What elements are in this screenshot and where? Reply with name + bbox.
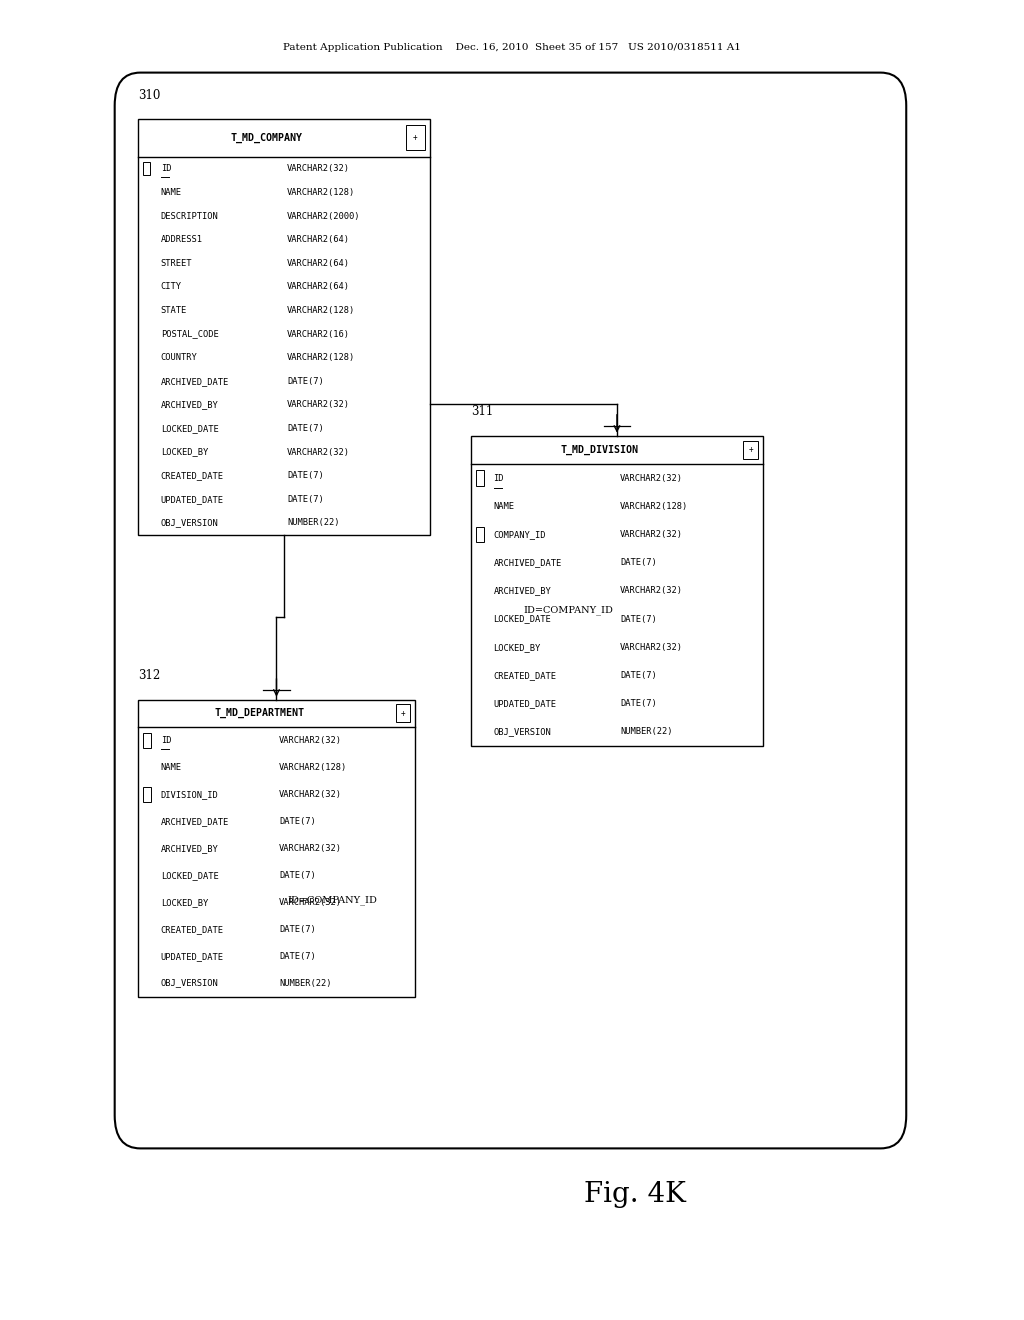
Text: DATE(7): DATE(7): [620, 700, 656, 708]
Text: UPDATED_DATE: UPDATED_DATE: [161, 952, 224, 961]
Text: T_MD_DIVISION: T_MD_DIVISION: [560, 445, 638, 455]
Text: DATE(7): DATE(7): [287, 471, 324, 480]
Text: OBJ_VERSION: OBJ_VERSION: [494, 727, 551, 737]
Text: UPDATED_DATE: UPDATED_DATE: [494, 700, 557, 708]
Text: VARCHAR2(64): VARCHAR2(64): [287, 259, 350, 268]
Text: NUMBER(22): NUMBER(22): [287, 519, 340, 527]
Text: ARCHIVED_BY: ARCHIVED_BY: [161, 400, 218, 409]
Text: DATE(7): DATE(7): [287, 495, 324, 504]
Text: LOCKED_DATE: LOCKED_DATE: [494, 615, 551, 623]
Text: UPDATED_DATE: UPDATED_DATE: [161, 495, 224, 504]
Text: 310: 310: [138, 88, 161, 102]
Text: LOCKED_DATE: LOCKED_DATE: [161, 424, 218, 433]
Text: VARCHAR2(32): VARCHAR2(32): [287, 165, 350, 173]
Text: VARCHAR2(32): VARCHAR2(32): [287, 400, 350, 409]
Bar: [143, 733, 151, 748]
Bar: [406, 125, 425, 150]
Bar: [143, 787, 151, 801]
Text: Fig. 4K: Fig. 4K: [584, 1181, 686, 1208]
Text: DATE(7): DATE(7): [280, 871, 316, 879]
Text: VARCHAR2(2000): VARCHAR2(2000): [287, 211, 360, 220]
Text: ID: ID: [161, 737, 171, 744]
Text: ID: ID: [161, 165, 171, 173]
Text: OBJ_VERSION: OBJ_VERSION: [161, 978, 218, 987]
Text: ADDRESS1: ADDRESS1: [161, 235, 203, 244]
Text: NAME: NAME: [161, 187, 182, 197]
Text: ARCHIVED_DATE: ARCHIVED_DATE: [494, 558, 562, 568]
Text: DATE(7): DATE(7): [280, 925, 316, 933]
Text: VARCHAR2(16): VARCHAR2(16): [287, 330, 350, 338]
Text: DATE(7): DATE(7): [620, 615, 656, 623]
Text: DATE(7): DATE(7): [620, 558, 656, 568]
Text: OBJ_VERSION: OBJ_VERSION: [161, 519, 218, 527]
Text: VARCHAR2(32): VARCHAR2(32): [280, 789, 342, 799]
Text: T_MD_COMPANY: T_MD_COMPANY: [230, 133, 303, 143]
Text: VARCHAR2(128): VARCHAR2(128): [287, 354, 355, 362]
Text: DESCRIPTION: DESCRIPTION: [161, 211, 218, 220]
Text: VARCHAR2(32): VARCHAR2(32): [280, 898, 342, 907]
Text: COUNTRY: COUNTRY: [161, 354, 198, 362]
Text: NUMBER(22): NUMBER(22): [280, 978, 332, 987]
Bar: [396, 705, 410, 722]
Text: VARCHAR2(128): VARCHAR2(128): [287, 187, 355, 197]
Text: Patent Application Publication    Dec. 16, 2010  Sheet 35 of 157   US 2010/03185: Patent Application Publication Dec. 16, …: [283, 44, 741, 51]
Text: ARCHIVED_BY: ARCHIVED_BY: [161, 843, 218, 853]
Bar: [476, 527, 484, 543]
Text: ARCHIVED_BY: ARCHIVED_BY: [494, 586, 551, 595]
Text: VARCHAR2(32): VARCHAR2(32): [620, 586, 683, 595]
Text: LOCKED_DATE: LOCKED_DATE: [161, 871, 218, 879]
Text: STATE: STATE: [161, 306, 187, 315]
Bar: [471, 436, 763, 746]
Text: STREET: STREET: [161, 259, 193, 268]
Text: VARCHAR2(32): VARCHAR2(32): [620, 643, 683, 652]
Text: VARCHAR2(128): VARCHAR2(128): [280, 763, 347, 772]
Text: NAME: NAME: [161, 763, 182, 772]
Bar: [743, 441, 758, 459]
Text: DATE(7): DATE(7): [280, 952, 316, 961]
Text: VARCHAR2(32): VARCHAR2(32): [620, 531, 683, 539]
Text: CREATED_DATE: CREATED_DATE: [161, 925, 224, 933]
Text: VARCHAR2(64): VARCHAR2(64): [287, 235, 350, 244]
Bar: [138, 700, 415, 997]
Text: NAME: NAME: [494, 502, 515, 511]
Text: VARCHAR2(64): VARCHAR2(64): [287, 282, 350, 292]
Text: LOCKED_BY: LOCKED_BY: [161, 898, 208, 907]
Text: VARCHAR2(32): VARCHAR2(32): [287, 447, 350, 457]
Text: +: +: [413, 133, 418, 143]
Text: ARCHIVED_DATE: ARCHIVED_DATE: [161, 376, 229, 385]
Text: +: +: [749, 445, 753, 454]
Text: ARCHIVED_DATE: ARCHIVED_DATE: [161, 817, 229, 826]
Text: LOCKED_BY: LOCKED_BY: [161, 447, 208, 457]
Text: LOCKED_BY: LOCKED_BY: [494, 643, 541, 652]
Text: DATE(7): DATE(7): [287, 424, 324, 433]
Text: CREATED_DATE: CREATED_DATE: [161, 471, 224, 480]
Text: ID=COMPANY_ID: ID=COMPANY_ID: [523, 605, 613, 615]
Text: ID: ID: [494, 474, 504, 483]
Text: +: +: [400, 709, 406, 718]
Text: CREATED_DATE: CREATED_DATE: [494, 671, 557, 680]
Text: VARCHAR2(32): VARCHAR2(32): [620, 474, 683, 483]
Text: VARCHAR2(32): VARCHAR2(32): [280, 737, 342, 744]
Text: COMPANY_ID: COMPANY_ID: [494, 531, 546, 539]
Bar: [138, 119, 430, 535]
Text: ID=COMPANY_ID: ID=COMPANY_ID: [288, 895, 378, 906]
Text: DATE(7): DATE(7): [287, 376, 324, 385]
Text: NUMBER(22): NUMBER(22): [620, 727, 673, 737]
Text: T_MD_DEPARTMENT: T_MD_DEPARTMENT: [215, 708, 305, 718]
Bar: [476, 470, 484, 486]
Text: POSTAL_CODE: POSTAL_CODE: [161, 330, 218, 338]
Text: 311: 311: [471, 405, 494, 418]
Text: VARCHAR2(128): VARCHAR2(128): [287, 306, 355, 315]
Text: DATE(7): DATE(7): [620, 671, 656, 680]
Text: DIVISION_ID: DIVISION_ID: [161, 789, 218, 799]
Text: CITY: CITY: [161, 282, 182, 292]
Text: VARCHAR2(32): VARCHAR2(32): [280, 843, 342, 853]
Text: 312: 312: [138, 669, 161, 682]
Text: DATE(7): DATE(7): [280, 817, 316, 826]
Bar: [143, 162, 150, 176]
Text: VARCHAR2(128): VARCHAR2(128): [620, 502, 688, 511]
